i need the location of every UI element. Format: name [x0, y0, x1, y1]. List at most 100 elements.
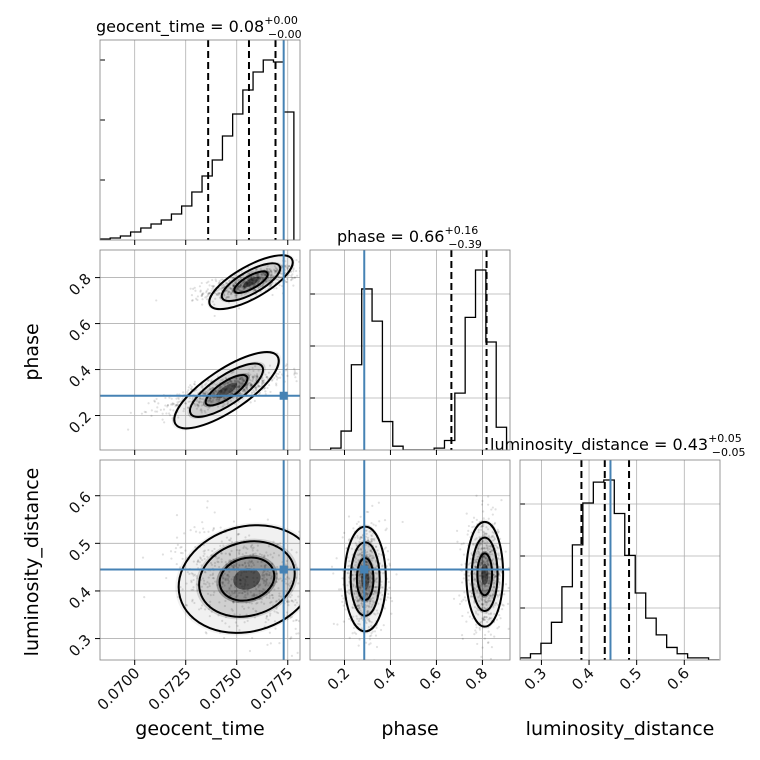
scatter-point	[209, 554, 213, 557]
scatter-point	[366, 577, 370, 581]
scatter-point	[369, 530, 372, 533]
scatter-point	[242, 379, 245, 382]
scatter-point	[280, 264, 284, 268]
scatter-point	[222, 544, 225, 547]
scatter-point	[230, 371, 233, 375]
scatter-point	[232, 387, 236, 391]
scatter-point	[243, 285, 246, 288]
scatter-point	[192, 588, 195, 591]
scatter-point	[496, 627, 499, 630]
scatter-point	[211, 386, 214, 389]
scatter-point	[487, 630, 490, 633]
scatter-point	[359, 547, 363, 551]
scatter-point	[265, 617, 268, 620]
scatter-point	[247, 372, 250, 375]
scatter-point	[336, 623, 339, 626]
scatter-point	[360, 584, 363, 587]
scatter-point	[368, 602, 371, 605]
scatter-point	[228, 280, 231, 283]
scatter-point	[239, 284, 242, 287]
scatter-point	[256, 583, 259, 586]
scatter-point	[361, 544, 364, 548]
scatter-point	[366, 593, 369, 596]
scatter-point	[373, 590, 376, 594]
scatter-point	[209, 388, 212, 391]
scatter-point	[347, 515, 351, 518]
scatter-point	[273, 376, 276, 380]
scatter-point	[228, 381, 231, 384]
scatter-point	[234, 280, 237, 283]
scatter-point	[236, 279, 239, 282]
scatter-point	[483, 637, 487, 640]
scatter-point	[219, 288, 222, 291]
scatter-point	[187, 400, 190, 403]
scatter-point	[287, 274, 290, 277]
scatter-point	[360, 627, 363, 630]
scatter-point	[268, 285, 271, 288]
scatter-point	[486, 577, 489, 580]
scatter-point	[483, 532, 486, 536]
scatter-point	[295, 618, 298, 622]
scatter-point	[460, 634, 464, 637]
scatter-point	[367, 510, 370, 514]
scatter-point	[244, 285, 248, 289]
scatter-point	[491, 596, 494, 599]
scatter-point	[269, 283, 272, 287]
scatter-point	[187, 389, 190, 392]
scatter-point	[267, 584, 270, 587]
scatter-point	[373, 537, 376, 541]
scatter-point	[242, 289, 245, 292]
scatter-point	[184, 402, 187, 405]
scatter-point	[275, 599, 278, 603]
scatter-point	[308, 635, 310, 637]
y-tick-label: 0.4	[65, 583, 95, 613]
scatter-point	[248, 534, 251, 537]
scatter-point	[270, 577, 273, 580]
scatter-point	[373, 630, 377, 633]
scatter-point	[289, 566, 292, 569]
scatter-point	[367, 585, 371, 588]
scatter-point	[210, 401, 213, 404]
scatter-point	[182, 391, 185, 394]
scatter-point	[488, 594, 491, 598]
scatter-point	[366, 553, 369, 557]
scatter-point	[479, 543, 482, 546]
scatter-point	[244, 578, 247, 581]
scatter-point	[361, 554, 364, 557]
scatter-point	[239, 284, 242, 287]
scatter-point	[194, 545, 197, 549]
scatter-point	[236, 572, 239, 575]
scatter-point	[492, 577, 495, 580]
scatter-point	[290, 278, 293, 281]
scatter-point	[258, 277, 262, 280]
scatter-point	[254, 609, 257, 612]
scatter-point	[487, 579, 490, 582]
scatter-point	[261, 277, 264, 280]
scatter-point	[364, 561, 368, 564]
scatter-point	[228, 290, 231, 293]
scatter-point	[262, 570, 265, 573]
scatter-point	[245, 601, 248, 604]
scatter-point	[342, 620, 346, 623]
scatter-point	[247, 588, 250, 591]
scatter-point	[472, 516, 476, 519]
scatter-point	[228, 588, 231, 591]
scatter-point	[273, 588, 276, 591]
scatter-point	[368, 555, 372, 558]
scatter-point	[367, 585, 370, 588]
scatter-point	[366, 611, 369, 615]
scatter-point	[169, 414, 172, 417]
scatter-point	[366, 587, 370, 590]
scatter-point	[222, 390, 226, 393]
scatter-point	[202, 554, 205, 558]
scatter-point	[253, 374, 256, 377]
scatter-point	[253, 390, 256, 394]
scatter-point	[218, 389, 221, 392]
scatter-point	[239, 582, 242, 585]
scatter-point	[475, 518, 478, 521]
scatter-point	[491, 539, 494, 542]
scatter-point	[240, 392, 243, 396]
scatter-point	[174, 547, 178, 550]
scatter-point	[226, 579, 229, 582]
scatter-point	[250, 383, 253, 386]
